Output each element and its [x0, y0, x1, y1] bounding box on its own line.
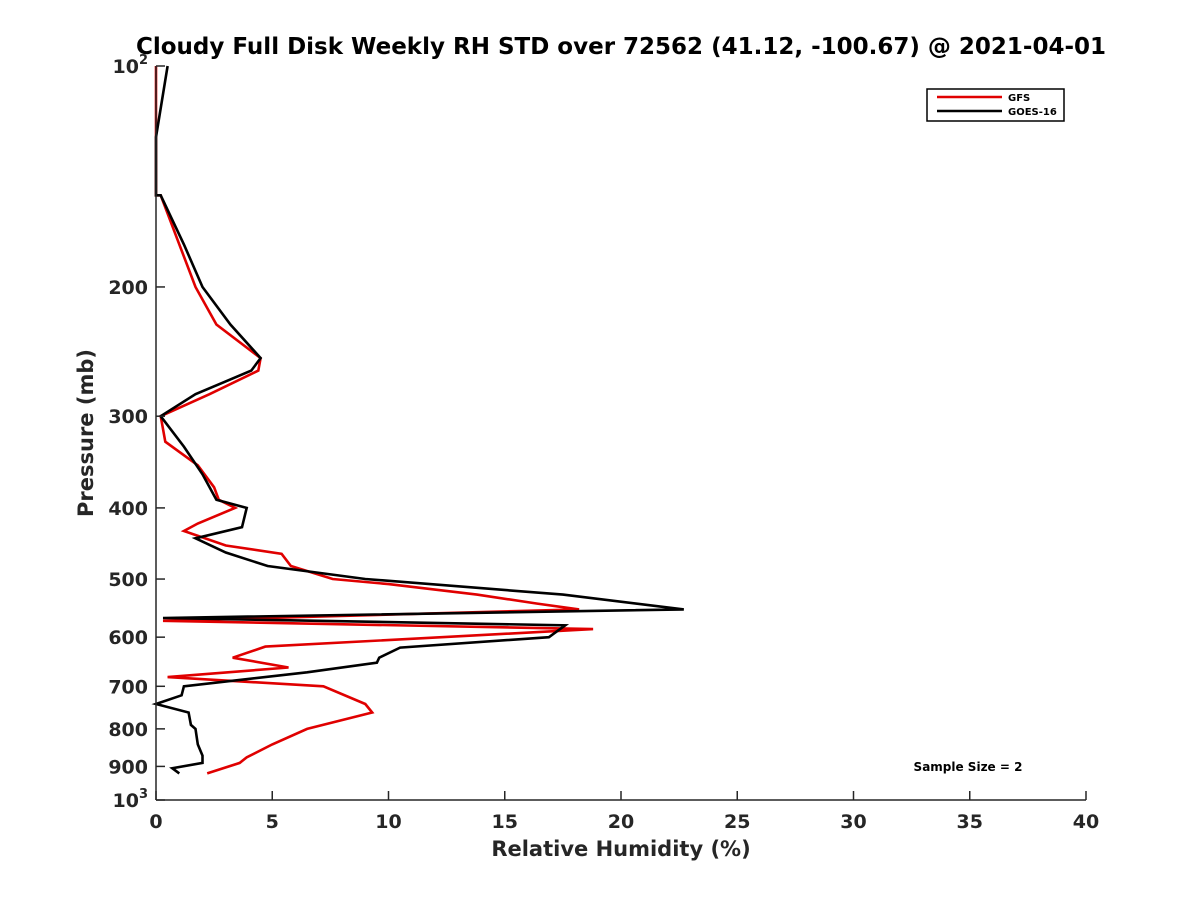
legend: GFS GOES-16 [926, 88, 1065, 122]
series-layer [151, 65, 684, 775]
y-tick-label: 700 [108, 676, 148, 698]
y-tick-label: 300 [108, 406, 148, 428]
plot-area: 0 5 10 15 20 25 30 35 40 102 200 300 400 500 600 700 800… [108, 53, 1099, 833]
sample-size-annotation: Sample Size = 2 [914, 760, 1023, 774]
x-tick-label: 10 [375, 811, 401, 833]
y-tick-label: 600 [108, 627, 148, 649]
x-tick-label: 0 [149, 811, 162, 833]
x-tick-label: 40 [1073, 811, 1099, 833]
y-tick-label: 400 [108, 498, 148, 520]
y-tick-label: 103 [113, 787, 149, 812]
legend-label-goes16: GOES-16 [1008, 107, 1057, 118]
y-tick-label: 200 [108, 277, 148, 299]
y-tick-label: 102 [113, 53, 149, 78]
chart-title: Cloudy Full Disk Weekly RH STD over 7256… [136, 34, 1106, 60]
y-tick-label: 900 [108, 756, 148, 778]
y-tick-label: 800 [108, 719, 148, 741]
x-tick-label: 35 [957, 811, 983, 833]
x-tick-label: 20 [608, 811, 634, 833]
y-axis-label: Pressure (mb) [74, 349, 98, 517]
x-tick-label: 30 [840, 811, 866, 833]
x-tick-label: 5 [266, 811, 279, 833]
x-axis-label: Relative Humidity (%) [491, 837, 750, 861]
axes-layer: 0 5 10 15 20 25 30 35 40 102 200 300 400 500 600 700 800… [108, 53, 1099, 833]
legend-box [926, 88, 1065, 122]
x-tick-label: 25 [724, 811, 750, 833]
series-line-gfs [154, 66, 594, 775]
x-tick-label: 15 [492, 811, 518, 833]
legend-label-gfs: GFS [1008, 93, 1030, 104]
series-line-goes16 [151, 65, 684, 775]
y-tick-label: 500 [108, 569, 148, 591]
